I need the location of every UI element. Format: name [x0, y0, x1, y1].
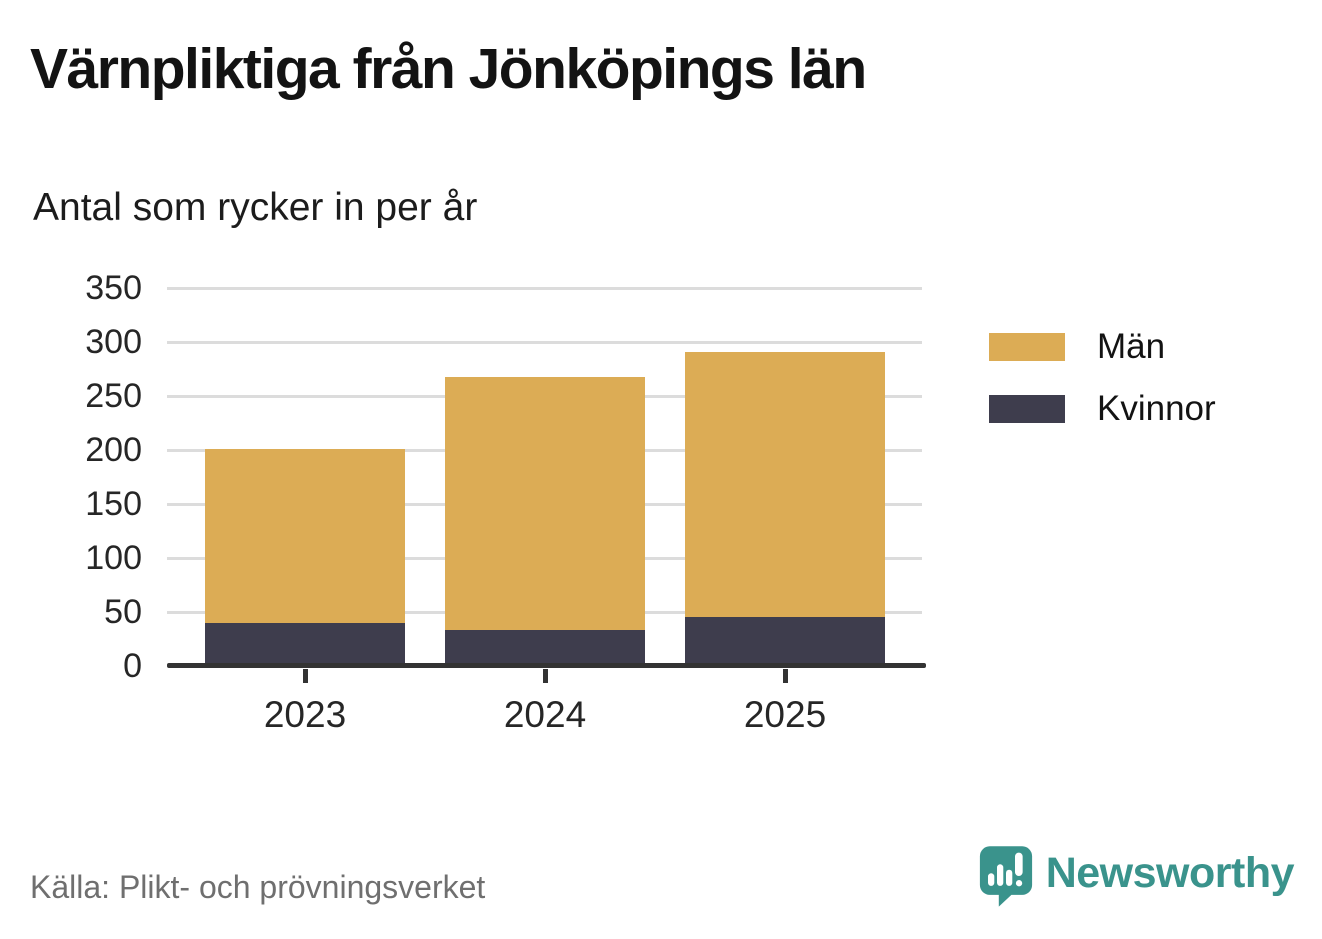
gridline-350	[167, 286, 922, 290]
y-tick-label-200: 200	[85, 431, 142, 469]
y-tick-label-100: 100	[85, 539, 142, 577]
chart-title: Värnpliktiga från Jönköpings län	[30, 37, 867, 101]
y-tick-label-250: 250	[85, 377, 142, 415]
y-axis-labels: 0 50 100 150 200 250 300 350	[30, 271, 142, 683]
brand-lockup: Newsworthy	[979, 845, 1295, 907]
gridline-300	[167, 340, 922, 344]
y-tick-label-300: 300	[85, 323, 142, 361]
y-tick-label-350: 350	[85, 269, 142, 307]
legend-item-män: Män	[989, 329, 1216, 364]
bar-segment-kvinnor-2025	[685, 617, 885, 666]
legend-swatch-kvinnor	[989, 394, 1065, 423]
bar-segment-kvinnor-2024	[445, 630, 645, 666]
brand-name: Newsworthy	[1045, 848, 1295, 897]
x-axis-line	[167, 663, 926, 668]
chart-subtitle: Antal som rycker in per år	[33, 186, 478, 229]
source-text: Källa: Plikt- och prövningsverket	[30, 869, 486, 905]
x-tick-label-2024: 2024	[503, 694, 587, 735]
legend-swatch-män	[989, 332, 1065, 361]
legend-label-män: Män	[1097, 327, 1166, 366]
legend: Män Kvinnor	[989, 329, 1216, 453]
plot-area: 2023 2024 2025	[167, 286, 926, 735]
x-tick-label-2023: 2023	[263, 694, 347, 735]
legend-item-kvinnor: Kvinnor	[989, 391, 1216, 426]
legend-label-kvinnor: Kvinnor	[1097, 389, 1216, 428]
y-tick-label-150: 150	[85, 485, 142, 523]
bar-segment-kvinnor-2023	[205, 622, 405, 666]
x-tick-2023	[302, 669, 308, 683]
x-tick-2025	[782, 669, 788, 683]
bar-segment-män-2025	[685, 351, 885, 618]
newsworthy-logo-icon	[979, 846, 1032, 907]
y-tick-label-50: 50	[104, 593, 142, 631]
x-tick-2024	[542, 669, 548, 683]
y-tick-label-0: 0	[123, 647, 142, 685]
bar-segment-män-2024	[445, 376, 645, 631]
x-tick-label-2025: 2025	[743, 694, 827, 735]
bar-segment-män-2023	[205, 448, 405, 623]
